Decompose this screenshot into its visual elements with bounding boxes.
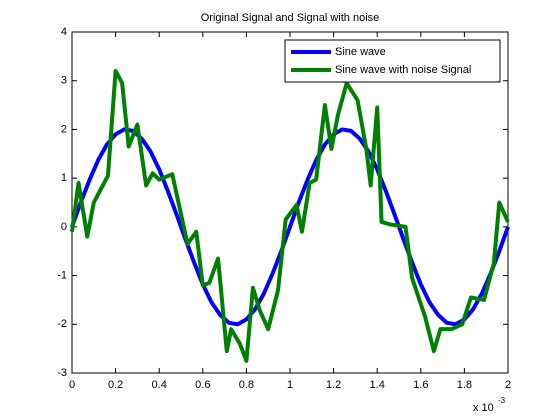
chart-title: Original Signal and Signal with noise (201, 12, 380, 24)
plot-frame (71, 31, 509, 374)
x-multiplier: x 10 (473, 402, 494, 414)
x-tick-label: 0.6 (195, 379, 210, 391)
x-tick-label: 0.4 (152, 379, 167, 391)
y-tick-label: -3 (57, 367, 67, 379)
x-tick-label: 1.6 (413, 379, 428, 391)
series-line (70, 68, 510, 363)
y-tick-label: -2 (57, 318, 67, 330)
x-tick-label: 1.2 (326, 379, 341, 391)
x-tick-label: 1.8 (457, 379, 472, 391)
y-tick-label: 3 (61, 75, 67, 87)
series-line (70, 127, 510, 327)
legend-box (284, 39, 501, 83)
x-tick-label: 0 (69, 379, 75, 391)
y-tick-label: 2 (61, 123, 67, 135)
y-tick-label: 4 (61, 26, 67, 38)
legend-label: Sine wave (335, 46, 386, 58)
legend-label: Sine wave with noise Signal (335, 64, 471, 76)
x-tick-label: 1 (287, 379, 293, 391)
x-tick-label: 1.4 (370, 379, 385, 391)
y-tick-label: -1 (57, 269, 67, 281)
x-multiplier-exponent: -3 (498, 396, 506, 405)
y-tick-label: 0 (61, 221, 67, 233)
y-tick-label: 1 (61, 172, 67, 184)
x-tick-label: 0.2 (108, 379, 123, 391)
x-tick-label: 0.8 (239, 379, 254, 391)
x-tick-label: 2 (505, 379, 511, 391)
